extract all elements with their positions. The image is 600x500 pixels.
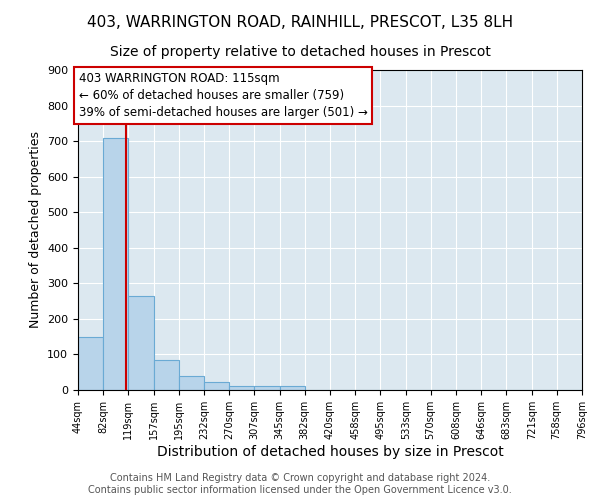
X-axis label: Distribution of detached houses by size in Prescot: Distribution of detached houses by size … <box>157 444 503 458</box>
Y-axis label: Number of detached properties: Number of detached properties <box>29 132 41 328</box>
Bar <box>103 138 128 390</box>
Bar <box>179 376 204 390</box>
Bar <box>229 386 254 390</box>
Bar <box>154 360 179 390</box>
Text: Contains HM Land Registry data © Crown copyright and database right 2024.
Contai: Contains HM Land Registry data © Crown c… <box>88 474 512 495</box>
Text: Size of property relative to detached houses in Prescot: Size of property relative to detached ho… <box>110 45 490 59</box>
Bar <box>204 382 229 390</box>
Bar <box>254 386 280 390</box>
Bar <box>280 386 305 390</box>
Bar <box>78 336 103 390</box>
Text: 403, WARRINGTON ROAD, RAINHILL, PRESCOT, L35 8LH: 403, WARRINGTON ROAD, RAINHILL, PRESCOT,… <box>87 15 513 30</box>
Bar <box>128 296 154 390</box>
Text: 403 WARRINGTON ROAD: 115sqm
← 60% of detached houses are smaller (759)
39% of se: 403 WARRINGTON ROAD: 115sqm ← 60% of det… <box>79 72 368 119</box>
